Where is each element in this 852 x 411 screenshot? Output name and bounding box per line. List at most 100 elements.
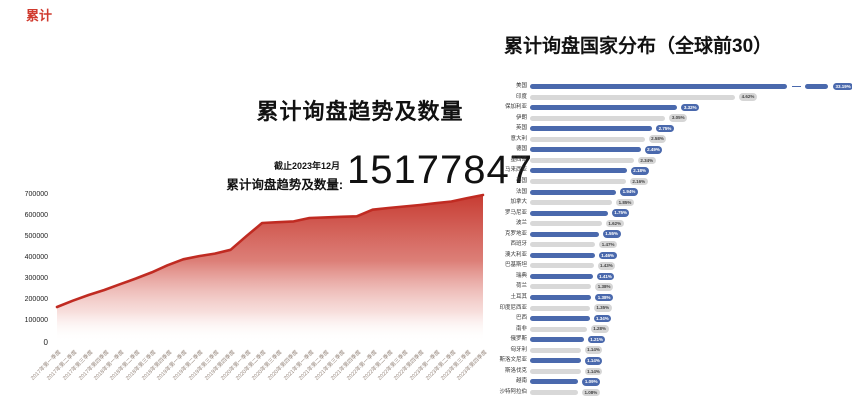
country-bar: [530, 252, 595, 258]
total-inquiries-value: 15177847: [347, 148, 533, 192]
country-label: 瑞典: [515, 272, 527, 279]
country-label: 斯洛文尼亚: [499, 357, 527, 364]
country-label: 印度尼西亚: [499, 304, 527, 311]
country-bar: [530, 157, 634, 163]
value-pill: 1.14%: [584, 346, 603, 354]
country-label: 德国: [515, 146, 527, 153]
value-pill: 1.43%: [597, 262, 616, 270]
country-label: 西班牙: [510, 241, 527, 248]
country-label: 南非: [515, 325, 527, 332]
value-pill: 1.28%: [590, 325, 609, 333]
value-pill: 1.47%: [599, 240, 618, 249]
country-label: 英国: [515, 125, 527, 132]
y-tick-label: 700000: [24, 191, 48, 198]
country-bar: [530, 94, 736, 100]
value-pill: 1.35%: [593, 304, 612, 312]
value-pill: 1.62%: [605, 219, 624, 228]
value-pill: 2.58%: [648, 135, 667, 143]
value-pill: 1.38%: [595, 293, 614, 302]
country-label: 越南: [515, 378, 527, 385]
value-pill: 2.34%: [637, 156, 656, 165]
value-pill: 2.18%: [630, 167, 649, 175]
country-bar: [530, 358, 581, 364]
value-pill: 1.14%: [584, 357, 603, 365]
value-pill: 1.14%: [584, 367, 603, 376]
country-bar: [530, 136, 645, 142]
country-label: 巴西: [515, 315, 527, 322]
country-bar-segment: [530, 84, 787, 89]
country-label: 意大利: [510, 135, 527, 142]
country-label: 土耳其: [510, 294, 527, 300]
country-bar: [530, 326, 587, 332]
value-pill: 1.75%: [611, 209, 630, 217]
value-pill: 1.85%: [616, 198, 634, 207]
y-tick-label: 500000: [24, 232, 48, 240]
value-pill: 1.34%: [593, 314, 612, 323]
y-tick-label: 100000: [24, 316, 48, 324]
country-label: 巴基斯坦: [504, 262, 527, 269]
country-bar: [530, 379, 579, 385]
country-label: 匈牙利: [510, 346, 527, 353]
country-label: 波兰: [515, 220, 527, 227]
value-pill: 1.08%: [582, 388, 600, 397]
country-bar: [530, 337, 584, 343]
country-bar: [530, 347, 581, 353]
value-pill: 1.38%: [595, 283, 614, 291]
country-label: 保加利亚: [504, 104, 527, 111]
value-pill: 1.46%: [598, 251, 617, 259]
country-label: 加拿大: [510, 199, 527, 206]
value-pill: 2.16%: [629, 177, 648, 186]
value-pill: 2.75%: [656, 124, 674, 133]
value-pill: 1.09%: [582, 378, 601, 386]
value-pill: 1.21%: [587, 335, 606, 344]
country-label: 美国: [515, 83, 527, 89]
value-pill: 4.62%: [739, 93, 757, 101]
country-bar: [530, 389, 578, 395]
country-bar: [530, 305, 590, 311]
country-bar: [530, 105, 678, 111]
country-bar: [530, 284, 592, 290]
value-pill: 1.55%: [602, 230, 621, 238]
country-label: 克罗地亚: [504, 230, 527, 237]
country-bar: [530, 295, 592, 300]
country-label: 荷兰: [515, 283, 527, 290]
value-pill: 3.05%: [669, 114, 688, 122]
value-pill: 1.94%: [620, 188, 638, 196]
country-label: 伊朗: [515, 114, 527, 121]
y-tick-label: 600000: [24, 211, 48, 219]
y-tick-label: 400000: [24, 253, 48, 261]
trend-area-plot: [55, 193, 485, 342]
country-label: 斯洛伐克: [504, 367, 527, 374]
country-label: 马来西亚: [504, 167, 527, 174]
country-label: 墨西哥: [510, 156, 527, 163]
country-bar: [530, 147, 641, 153]
country-label: 罗马尼亚: [504, 209, 527, 216]
y-tick-label: 200000: [24, 295, 48, 303]
y-tick-label: 0: [43, 337, 48, 347]
total-inquiries-label: 累计询盘趋势及数量:: [226, 178, 343, 192]
as-of-date-label: 截止2023年12月: [273, 161, 340, 171]
trend-line: [55, 193, 485, 309]
corner-red-mark: 累计: [26, 8, 53, 23]
trend-area-fill: [57, 195, 483, 342]
country-bar: [530, 221, 602, 227]
country-bar: [530, 115, 666, 121]
axis-break-dash: [792, 85, 801, 88]
value-pill: 3.32%: [681, 103, 700, 112]
trend-chart-title: 累计询盘趋势及数量: [256, 99, 464, 124]
country-bar: [530, 189, 617, 195]
country-bar: [530, 368, 581, 374]
country-bar: [530, 178, 626, 184]
value-pill: 1.41%: [596, 272, 615, 281]
country-bar: [530, 242, 596, 248]
country-label: 泰国: [515, 177, 527, 184]
country-bar: [530, 316, 590, 322]
country-label: 沙特阿拉伯: [499, 388, 527, 395]
country-bar-segment: [805, 84, 828, 89]
country-bar: [530, 168, 627, 174]
country-bar: [530, 263, 594, 269]
country-bar: [530, 231, 599, 237]
country-label: 法国: [515, 188, 527, 195]
country-label: 俄罗斯: [510, 336, 527, 343]
